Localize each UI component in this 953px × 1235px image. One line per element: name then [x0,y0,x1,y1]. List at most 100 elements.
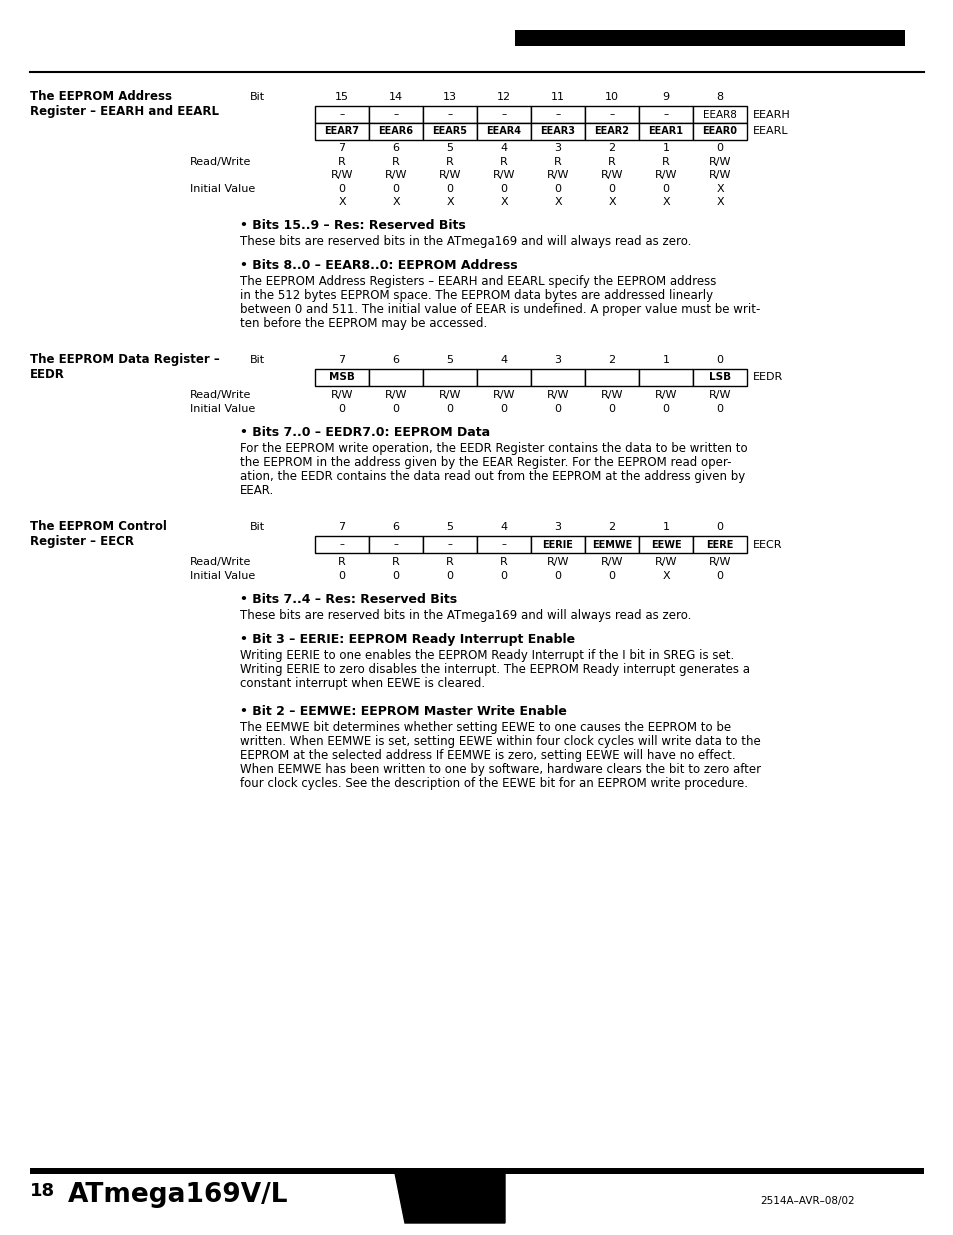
Text: The EEPROM Address Registers – EEARH and EEARL specify the EEPROM address: The EEPROM Address Registers – EEARH and… [240,275,716,288]
Bar [584,369,639,387]
Bar [476,106,531,124]
Bar [515,30,904,46]
Text: ten before the EEPROM may be accessed.: ten before the EEPROM may be accessed. [240,317,487,330]
Bar [441,20,446,61]
Text: 0: 0 [716,522,722,532]
Text: 0: 0 [446,184,453,194]
Text: 2: 2 [608,143,615,153]
Text: These bits are reserved bits in the ATmega169 and will always read as zero.: These bits are reserved bits in the ATme… [240,235,691,248]
Text: 0: 0 [716,354,722,366]
Bar [30,1168,923,1174]
Text: 14: 14 [389,91,402,103]
Text: • Bits 7..0 – EEDR7.0: EEPROM Data: • Bits 7..0 – EEDR7.0: EEPROM Data [240,426,490,438]
Text: R: R [554,157,561,167]
Text: R: R [337,557,346,567]
Text: 7: 7 [338,354,345,366]
Bar [486,20,491,61]
Text: X: X [554,198,561,207]
Text: Register – EEARH and EEARL: Register – EEARH and EEARL [30,105,219,119]
Text: 0: 0 [338,571,345,580]
Text: The EEPROM Address: The EEPROM Address [30,90,172,103]
Text: Writing EERIE to one enables the EEPROM Ready Interrupt if the I bit in SREG is : Writing EERIE to one enables the EEPROM … [240,650,734,662]
Text: 11: 11 [551,91,564,103]
Bar [639,106,692,124]
Text: 3: 3 [554,522,561,532]
Text: EEAR8: EEAR8 [702,110,736,120]
Text: Bit: Bit [250,91,265,103]
Bar [369,536,422,553]
Text: Read/Write: Read/Write [190,157,251,167]
Text: For the EEPROM write operation, the EEDR Register contains the data to be writte: For the EEPROM write operation, the EEDR… [240,442,747,454]
Text: R/W: R/W [384,170,407,180]
Text: Bit: Bit [250,354,265,366]
Bar [422,536,476,553]
Text: 0: 0 [554,404,561,414]
Text: R: R [499,157,507,167]
Bar [314,536,369,553]
Text: 0: 0 [554,184,561,194]
Text: 10: 10 [604,91,618,103]
Text: ATmega169V/L: ATmega169V/L [68,1182,288,1208]
Text: 0: 0 [554,571,561,580]
Text: 5: 5 [446,143,453,153]
Text: • Bits 8..0 – EEAR8..0: EEPROM Address: • Bits 8..0 – EEAR8..0: EEPROM Address [240,259,517,272]
Bar [584,124,639,140]
Text: • Bit 2 – EEMWE: EEPROM Master Write Enable: • Bit 2 – EEMWE: EEPROM Master Write Ena… [240,705,566,718]
Text: 0: 0 [661,184,669,194]
Text: ATMEL: ATMEL [414,27,485,47]
Text: LSB: LSB [708,373,730,383]
Text: constant interrupt when EEWE is cleared.: constant interrupt when EEWE is cleared. [240,677,485,690]
Bar [424,20,429,61]
Text: R: R [499,557,507,567]
Text: Writing EERIE to zero disables the interrupt. The EEPROM Ready interrupt generat: Writing EERIE to zero disables the inter… [240,663,749,676]
Bar [692,106,746,124]
Text: 2514A–AVR–08/02: 2514A–AVR–08/02 [760,1195,854,1207]
Text: R/W: R/W [600,557,622,567]
Text: X: X [337,198,345,207]
Text: R/W: R/W [493,390,515,400]
Text: R/W: R/W [384,390,407,400]
Text: 2: 2 [608,354,615,366]
Bar [369,369,422,387]
Bar [476,536,531,553]
Text: R: R [446,157,454,167]
Text: R/W: R/W [438,170,460,180]
Text: • Bits 7..4 – Res: Reserved Bits: • Bits 7..4 – Res: Reserved Bits [240,593,456,606]
Text: R: R [337,157,346,167]
Text: EEAR0: EEAR0 [701,126,737,137]
Text: 15: 15 [335,91,349,103]
Text: 0: 0 [608,404,615,414]
Bar [456,20,460,61]
Text: 8: 8 [716,91,722,103]
Text: 5: 5 [446,354,453,366]
Bar [639,124,692,140]
Text: R/W: R/W [708,157,731,167]
Text: 0: 0 [661,404,669,414]
Text: EEDR: EEDR [30,368,65,382]
Text: Initial Value: Initial Value [190,571,255,580]
Text: written. When EEMWE is set, setting EEWE within four clock cycles will write dat: written. When EEMWE is set, setting EEWE… [240,735,760,748]
Text: –: – [339,540,344,550]
Text: R: R [392,557,399,567]
Text: EEAR6: EEAR6 [378,126,413,137]
Text: –: – [339,110,344,120]
Bar [531,536,584,553]
Text: EERE: EERE [705,540,733,550]
Text: X: X [661,198,669,207]
Bar [584,536,639,553]
Text: 0: 0 [392,404,399,414]
Text: R: R [392,157,399,167]
Text: 0: 0 [392,571,399,580]
Text: between 0 and 511. The initial value of EEAR is undefined. A proper value must b: between 0 and 511. The initial value of … [240,303,760,316]
Text: EEWE: EEWE [650,540,680,550]
Text: EEAR5: EEAR5 [432,126,467,137]
Text: 3: 3 [554,143,561,153]
Text: 18: 18 [30,1182,55,1200]
Text: –: – [555,110,560,120]
Text: EEAR.: EEAR. [240,484,274,496]
Text: 7: 7 [338,143,345,153]
Text: –: – [609,110,614,120]
Text: –: – [393,110,398,120]
Text: X: X [446,198,454,207]
Text: in the 512 bytes EEPROM space. The EEPROM data bytes are addressed linearly: in the 512 bytes EEPROM space. The EEPRO… [240,289,713,303]
